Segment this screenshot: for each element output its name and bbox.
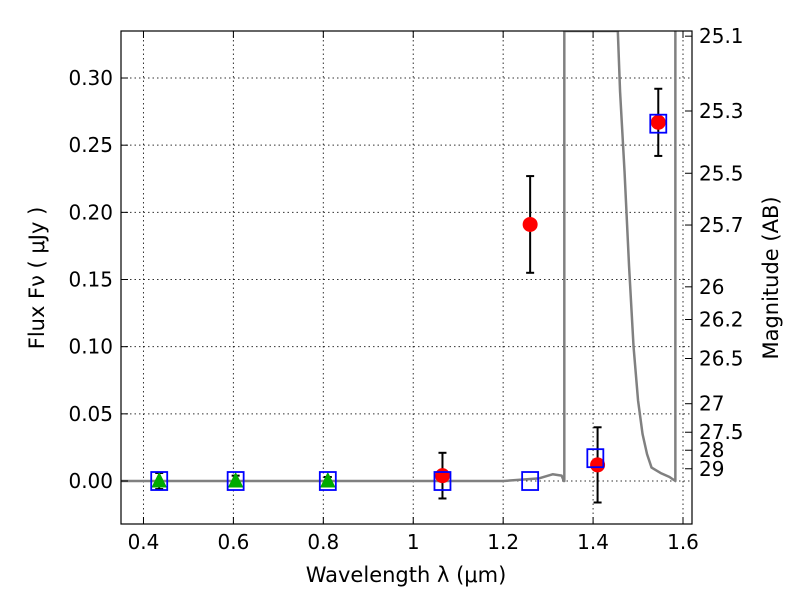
y-tick-label: 0.05 [68,402,113,426]
y-tick-label: 0.15 [68,268,113,292]
x-axis-label: Wavelength λ (μm) [306,563,507,587]
y-tick-label: 0.30 [68,66,113,90]
y-tick-label: 0.10 [68,335,113,359]
model-photometry-square [226,471,245,491]
model-photometry-square [150,471,169,491]
model-photometry-square [318,471,337,491]
axis-ticks: 0.4 0.6 0.8 1 1.2 1.4 1.6 0.00 0.05 0.10 0.15 0.20 0… [68,24,743,554]
model-spectrum-line [121,31,677,483]
y-tick-label: 0.00 [68,469,113,493]
model-photometry-square [586,448,605,469]
y-tick-label: 0.20 [68,200,113,224]
model-photometry-square [649,113,668,134]
observed-flux-point [590,457,606,473]
magnitude-tick-label: 25.7 [699,213,744,237]
upper-limit-triangle [320,471,336,488]
x-tick-label: 0.6 [217,530,249,554]
y-axis-label: Flux Fν ( μJy ) [25,207,49,350]
x-tick-label: 0.4 [128,530,160,554]
magnitude-tick-label: 26.2 [699,308,744,332]
x-tick-label: 1.2 [487,530,519,554]
model-photometry-square [521,471,540,491]
magnitude-tick-label: 27 [699,392,724,416]
magnitude-tick-label: 28 [699,438,724,462]
plot-frame [120,30,693,525]
observed-flux-point [650,114,666,130]
y-tick-label: 0.25 [68,133,113,157]
magnitude-tick-label: 25.1 [699,24,744,48]
x-tick-label: 1 [407,530,420,554]
model-photometry-square [433,471,452,491]
plot-area [121,31,677,504]
magnitude-tick-label: 29 [699,457,724,481]
observed-flux-point [522,216,538,232]
x-tick-label: 1.6 [667,530,699,554]
x-tick-label: 0.8 [307,530,339,554]
magnitude-axis-label: Magnitude (AB) [759,196,783,359]
magnitude-tick-label: 25.3 [699,99,744,123]
plot-clip-group [121,31,677,504]
magnitude-tick-label: 27.5 [699,420,744,444]
magnitude-tick-label: 26 [699,275,724,299]
x-tick-label: 1.4 [577,530,609,554]
upper-limit-triangle [227,471,244,488]
observed-flux-point [434,468,450,484]
grid-lines [121,31,692,524]
magnitude-tick-label: 26.5 [699,346,744,370]
upper-limit-triangle [151,471,168,488]
magnitude-tick-label: 25.5 [699,161,744,185]
